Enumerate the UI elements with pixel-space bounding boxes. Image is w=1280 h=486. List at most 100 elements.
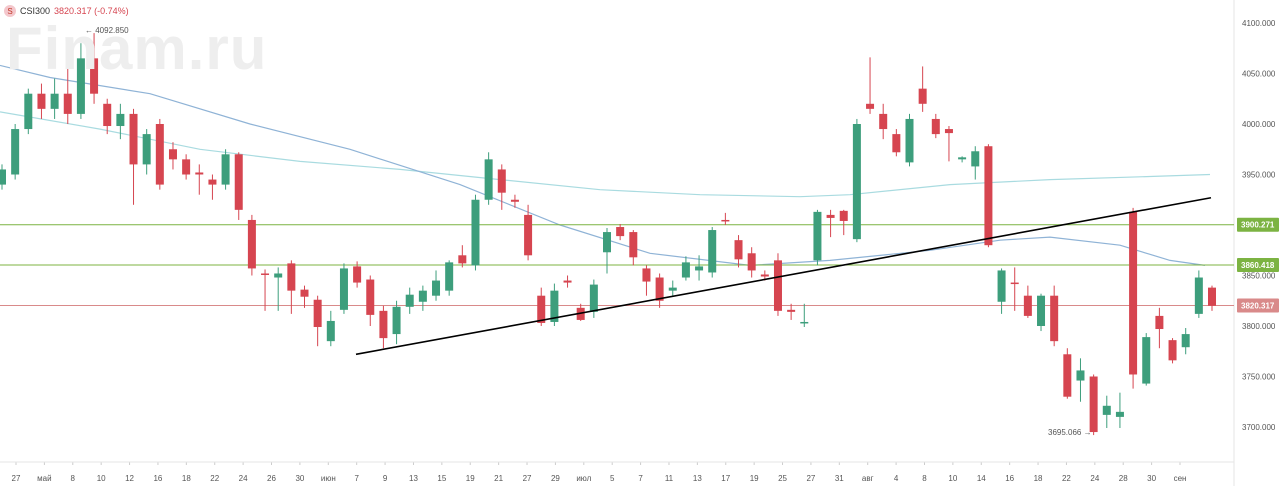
x-tick-label: 24: [1090, 474, 1099, 483]
candle-down: [300, 289, 309, 297]
candle-down: [195, 172, 204, 175]
candle-down: [747, 253, 756, 271]
x-tick-label: 28: [1119, 474, 1128, 483]
candle-up: [0, 169, 6, 185]
candle-up: [24, 93, 33, 130]
x-tick-label: 10: [97, 474, 106, 483]
candles: [0, 33, 1216, 436]
candle-up: [50, 93, 59, 109]
candle-down: [366, 279, 375, 315]
candle-down: [155, 124, 164, 185]
candle-down: [168, 149, 177, 160]
candle-down: [944, 129, 953, 134]
candle-down: [247, 219, 256, 269]
instrument-header: S CSI300 3820.317 (-0.74%): [4, 3, 129, 19]
candle-down: [287, 263, 296, 291]
candle-down: [879, 113, 888, 130]
y-tick-label: 4000.000: [1242, 120, 1276, 129]
y-tick-label: 3950.000: [1242, 171, 1276, 180]
candle-up: [695, 266, 704, 271]
candle-down: [37, 93, 46, 109]
candle-up: [668, 287, 677, 291]
x-tick-label: 13: [409, 474, 418, 483]
level-tag: [1237, 217, 1279, 232]
candle-down: [1089, 376, 1098, 433]
y-tick-label: 3700.000: [1242, 423, 1276, 432]
x-tick-label: 16: [153, 474, 162, 483]
x-tick-label: 22: [210, 474, 219, 483]
level-tag-label: 3860.418: [1241, 261, 1275, 270]
x-tick-label: 4: [894, 474, 899, 483]
candle-up: [445, 262, 454, 291]
candle-down: [866, 103, 875, 109]
x-tick-label: 14: [977, 474, 986, 483]
candle-up: [405, 294, 414, 307]
watermark: Finam.ru: [6, 15, 268, 82]
candle-up: [221, 154, 230, 185]
candle-down: [379, 310, 388, 339]
candle-down: [1010, 282, 1019, 285]
x-tick-label: 29: [551, 474, 560, 483]
instrument-badge: S: [4, 5, 16, 17]
candle-up: [1037, 295, 1046, 326]
candle-up: [708, 230, 717, 273]
x-tick-label: 13: [693, 474, 702, 483]
candle-up: [484, 159, 493, 200]
x-tick-label: 7: [354, 474, 359, 483]
x-tick-label: 17: [721, 474, 730, 483]
candle-up: [116, 113, 125, 127]
candle-down: [63, 93, 72, 114]
candle-down: [1208, 287, 1216, 306]
candle-up: [1142, 337, 1151, 384]
candle-up: [142, 134, 151, 165]
candle-up: [326, 320, 335, 342]
candle-down: [261, 273, 270, 275]
x-tick-label: 21: [494, 474, 503, 483]
x-tick-label: 31: [835, 474, 844, 483]
candle-up: [1076, 370, 1085, 381]
x-tick-label: 16: [1005, 474, 1014, 483]
price-tags: 3900.271 3860.418 3820.317: [1237, 217, 1279, 313]
candle-down: [208, 179, 217, 185]
candle-down: [773, 260, 782, 311]
candle-down: [1063, 354, 1072, 397]
candle-up: [800, 321, 809, 324]
x-tick-label: 27: [12, 474, 21, 483]
candle-up: [1181, 334, 1190, 348]
x-tick-label: 8: [922, 474, 927, 483]
candle-down: [787, 309, 796, 312]
candle-up: [603, 232, 611, 253]
candle-down: [1168, 340, 1177, 361]
x-tick-label: май: [37, 474, 51, 483]
candle-down: [537, 295, 546, 323]
level-tag: [1237, 257, 1279, 272]
x-tick-label: 15: [437, 474, 446, 483]
candle-up: [274, 273, 283, 278]
x-tick-label: 19: [750, 474, 759, 483]
ma-fast-line: [0, 64, 1206, 267]
x-tick-label: 18: [182, 474, 191, 483]
x-tick-label: 30: [1147, 474, 1156, 483]
x-tick-label: 5: [610, 474, 615, 483]
x-tick-label: 22: [1062, 474, 1071, 483]
x-tick-label: 27: [806, 474, 815, 483]
candle-up: [471, 199, 480, 266]
instrument-symbol[interactable]: CSI300: [20, 6, 51, 16]
y-tick-label: 4050.000: [1242, 70, 1276, 79]
x-tick-label: 27: [523, 474, 532, 483]
level-tag-label: 3900.271: [1241, 221, 1275, 230]
x-tick-label: июн: [321, 474, 336, 483]
x-tick-label: 26: [267, 474, 276, 483]
candle-up: [418, 290, 427, 302]
candle-down: [353, 266, 362, 283]
candle-up: [392, 306, 401, 335]
candle-up: [971, 151, 980, 167]
candle-up: [550, 290, 559, 322]
x-tick-label: 8: [71, 474, 76, 483]
candle-up: [681, 262, 690, 278]
candle-up: [11, 129, 20, 175]
candle-down: [760, 274, 769, 277]
candle-down: [984, 146, 993, 246]
candle-up: [997, 270, 1006, 302]
